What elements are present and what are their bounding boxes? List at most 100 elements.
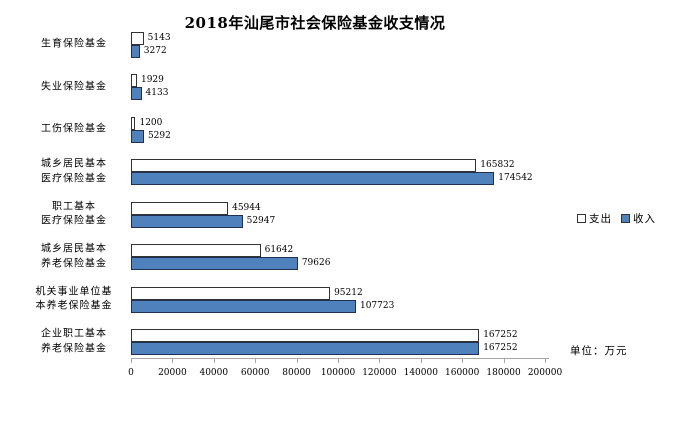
category-slot: 生育保险基金 xyxy=(30,18,118,61)
category-slot: 工伤保险基金 xyxy=(30,103,118,146)
value-label: 4133 xyxy=(145,88,169,98)
category-slot: 机关事业单位基 本养老保险基金 xyxy=(30,273,118,316)
category-label: 城乡居民基本 养老保险基金 xyxy=(41,243,107,270)
legend-item-expenditure: 支出 xyxy=(577,211,612,226)
value-label: 5143 xyxy=(147,32,171,43)
x-tick xyxy=(503,359,505,363)
bar-row-income: 174542 xyxy=(131,172,545,185)
value-label: 95212 xyxy=(334,287,363,298)
x-tick-label: 60000 xyxy=(240,368,270,378)
category-label: 失业保险基金 xyxy=(41,80,107,92)
income-bar xyxy=(131,44,140,58)
x-tick xyxy=(379,359,381,363)
bar-row-expenditure: 95212 xyxy=(131,286,545,300)
x-tick-label: 160000 xyxy=(445,368,480,378)
bar-group: 61642 79626 xyxy=(131,231,545,274)
value-label: 1929 xyxy=(140,75,164,85)
chart-title: 2018年汕尾市社会保险基金收支情况 xyxy=(184,14,446,32)
category-label: 机关事业单位基 本养老保险基金 xyxy=(35,286,113,312)
x-tick-label: 200000 xyxy=(527,368,563,378)
bar-row-expenditure: 1200 xyxy=(131,116,545,130)
bar-pair: 1200 5292 xyxy=(131,116,545,143)
bar-pair: 1929 4133 xyxy=(131,74,545,100)
expenditure-bar xyxy=(131,31,144,45)
x-tick xyxy=(172,359,174,363)
expenditure-bar xyxy=(131,116,136,130)
bar-row-income: 167252 xyxy=(131,342,545,355)
bar-pair: 5143 3272 xyxy=(131,31,545,58)
legend-item-income: 收入 xyxy=(621,211,656,226)
x-tick-label: 20000 xyxy=(158,368,187,378)
x-tick xyxy=(255,359,257,363)
x-tick xyxy=(213,359,215,363)
value-label: 45944 xyxy=(232,202,261,213)
x-tick xyxy=(131,359,132,363)
x-tick xyxy=(296,359,298,363)
income-swatch-icon xyxy=(621,214,630,223)
bar-group: 165832 174542 xyxy=(131,146,545,189)
legend: 支出 收入 xyxy=(577,211,656,226)
bar-group: 5143 3272 xyxy=(131,18,545,61)
expenditure-bar xyxy=(131,159,477,172)
income-bar xyxy=(131,299,356,313)
bar-group: 1200 5292 xyxy=(131,103,545,146)
bar-group: 45944 52947 xyxy=(131,188,545,231)
expenditure-bar xyxy=(131,286,331,300)
x-tick xyxy=(545,359,546,363)
bar-row-income: 3272 xyxy=(131,44,545,58)
bar-pair: 45944 52947 xyxy=(131,201,545,228)
expenditure-bar xyxy=(131,329,480,342)
expenditure-bar xyxy=(131,201,229,215)
bar-group: 1929 4133 xyxy=(131,61,545,104)
unit-note: 单位：万元 xyxy=(570,345,628,357)
income-bar xyxy=(131,87,142,100)
value-label: 165832 xyxy=(480,160,515,170)
x-axis-line xyxy=(131,358,549,359)
value-label: 5292 xyxy=(147,130,171,141)
bar-row-expenditure: 61642 xyxy=(131,244,545,257)
expenditure-swatch-icon xyxy=(577,214,586,223)
x-tick xyxy=(462,359,464,363)
category-label: 生育保险基金 xyxy=(41,38,107,50)
value-label: 3272 xyxy=(143,45,167,56)
value-label: 107723 xyxy=(359,300,395,311)
category-slot: 职工基本 医疗保险基金 xyxy=(30,188,118,231)
x-tick-label: 180000 xyxy=(486,368,521,378)
income-bar xyxy=(131,129,144,143)
value-label: 167252 xyxy=(483,330,518,340)
legend-label-expenditure: 支出 xyxy=(589,213,612,225)
bar-row-income: 5292 xyxy=(131,129,545,143)
category-label: 职工基本 医疗保险基金 xyxy=(41,201,107,227)
x-tick-label: 140000 xyxy=(403,368,438,378)
category-axis: 生育保险基金 失业保险基金 工伤保险基金城乡居民基本 医疗保险基金 职工基本 医疗保险… xyxy=(30,18,118,358)
x-tick-label: 80000 xyxy=(282,368,311,378)
bar-row-expenditure: 165832 xyxy=(131,159,545,172)
value-label: 167252 xyxy=(483,343,518,353)
bar-pair: 165832 174542 xyxy=(131,159,545,185)
bar-row-expenditure: 167252 xyxy=(131,329,545,342)
category-slot: 城乡居民基本 医疗保险基金 xyxy=(30,146,118,189)
value-label: 174542 xyxy=(498,173,533,183)
value-label: 61642 xyxy=(264,245,294,255)
plot-area: 5143 3272 1929 4133 1200 5292 165832 174542 4594… xyxy=(131,18,545,358)
expenditure-bar xyxy=(131,244,261,257)
bar-pair: 61642 79626 xyxy=(131,244,545,270)
category-label: 工伤保险基金 xyxy=(41,123,107,135)
value-label: 52947 xyxy=(246,215,276,226)
bar-row-expenditure: 1929 xyxy=(131,74,545,87)
category-label: 企业职工基本 养老保险基金 xyxy=(41,328,107,355)
category-label: 城乡居民基本 医疗保险基金 xyxy=(41,158,107,185)
bar-group: 95212 107723 xyxy=(131,273,545,316)
bar-pair: 167252 167252 xyxy=(131,329,545,355)
x-tick xyxy=(338,359,339,363)
x-tick-label: 100000 xyxy=(320,368,356,378)
x-tick-label: 0 xyxy=(128,368,134,378)
x-tick xyxy=(420,359,422,363)
bar-row-income: 107723 xyxy=(131,299,545,313)
income-bar xyxy=(131,172,495,185)
legend-label-income: 收入 xyxy=(633,213,656,225)
bar-pair: 95212 107723 xyxy=(131,286,545,313)
income-bar xyxy=(131,342,480,355)
expenditure-bar xyxy=(131,74,137,87)
